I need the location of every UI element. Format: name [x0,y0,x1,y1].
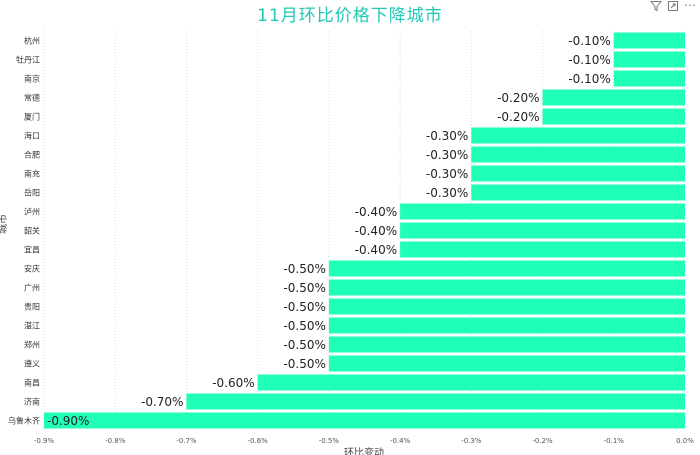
category-label: 贵阳 [24,302,40,312]
category-label: 厦门 [24,112,40,122]
x-tick-label: -0.1% [604,437,625,445]
visual-header-toolbar: ⋯ [650,0,696,12]
category-label: 海口 [24,131,40,141]
x-tick-label: -0.9% [34,437,55,445]
category-label: 遵义 [24,359,40,369]
x-tick-label: -0.3% [461,437,482,445]
data-label: -0.50% [283,357,325,371]
category-label: 常德 [24,93,40,103]
data-label: -0.60% [212,376,254,390]
category-label: 韶关 [24,226,40,236]
bar[interactable] [328,317,685,334]
data-label: -0.30% [426,167,468,181]
bar[interactable] [471,146,685,163]
category-label: 宜昌 [24,245,40,255]
data-label: -0.50% [283,338,325,352]
y-axis-title: 城市 [0,214,9,234]
bar[interactable] [613,70,685,87]
bar[interactable] [542,108,685,125]
data-labels: -0.10% -0.10% -0.10% -0.20% -0.20% -0.30% -0.3… [47,34,611,428]
more-options-icon[interactable]: ⋯ [684,0,696,12]
bar[interactable] [400,203,685,220]
data-label: -0.50% [283,262,325,276]
category-label: 牡丹江 [16,55,40,65]
data-label: -0.10% [568,53,610,67]
category-label: 泸州 [24,207,40,217]
bar[interactable] [328,260,685,277]
bar[interactable] [471,184,685,201]
bar[interactable] [471,165,685,182]
x-tick-label: -0.6% [248,437,269,445]
x-tick-label: -0.5% [319,437,340,445]
bars [44,32,685,429]
data-label: -0.50% [283,300,325,314]
data-label: -0.30% [426,148,468,162]
bar[interactable] [542,89,685,106]
data-label: -0.40% [355,224,397,238]
x-tick-label: -0.4% [390,437,411,445]
category-label: 安庆 [24,264,40,274]
bar[interactable] [328,298,685,315]
bar[interactable] [613,51,685,68]
category-label: 岳阳 [24,188,40,198]
bar[interactable] [328,336,685,353]
category-label: 广州 [24,283,40,293]
bar[interactable] [257,374,685,391]
bar[interactable] [400,222,685,239]
x-tick-labels: -0.9% -0.8% -0.7% -0.6% -0.5% -0.4% -0.3% -0.2%… [34,437,694,445]
bar[interactable] [186,393,685,410]
focus-mode-icon[interactable] [667,0,679,12]
data-label: -0.40% [355,243,397,257]
category-labels: 杭州牡丹江南京常德厦门海口合肥南充岳阳泸州韶关宜昌安庆广州贵阳湛江郑州遵义南昌济… [8,36,40,426]
category-label: 郑州 [24,340,40,350]
data-label: -0.20% [497,110,539,124]
data-label: -0.10% [568,72,610,86]
category-label: 济南 [24,397,40,407]
data-label: -0.90% [47,414,89,428]
x-tick-label: -0.2% [532,437,553,445]
category-label: 合肥 [24,150,40,160]
data-label: -0.50% [283,281,325,295]
bar[interactable] [471,127,685,144]
bar[interactable] [328,279,685,296]
data-label: -0.30% [426,186,468,200]
category-label: 湛江 [24,322,40,331]
category-label: 杭州 [24,36,40,46]
bar[interactable] [613,32,685,49]
data-label: -0.20% [497,91,539,105]
data-label: -0.30% [426,129,468,143]
data-label: -0.70% [141,395,183,409]
category-label: 乌鲁木齐 [8,416,40,426]
x-tick-label: -0.7% [176,437,197,445]
category-label: 南充 [24,169,40,179]
bar[interactable] [400,241,685,258]
x-tick-label: 0.0% [676,437,694,445]
category-label: 南昌 [24,378,40,388]
bar[interactable] [328,355,685,372]
category-label: 南京 [24,74,40,84]
bar[interactable] [44,412,685,429]
data-label: -0.50% [283,319,325,333]
filter-icon[interactable] [650,0,662,12]
data-label: -0.10% [568,34,610,48]
x-tick-label: -0.8% [105,437,126,445]
data-label: -0.40% [355,205,397,219]
chart-title: 11月环比价格下降城市 [257,6,443,26]
x-axis-title: 环比变动 [344,446,384,455]
